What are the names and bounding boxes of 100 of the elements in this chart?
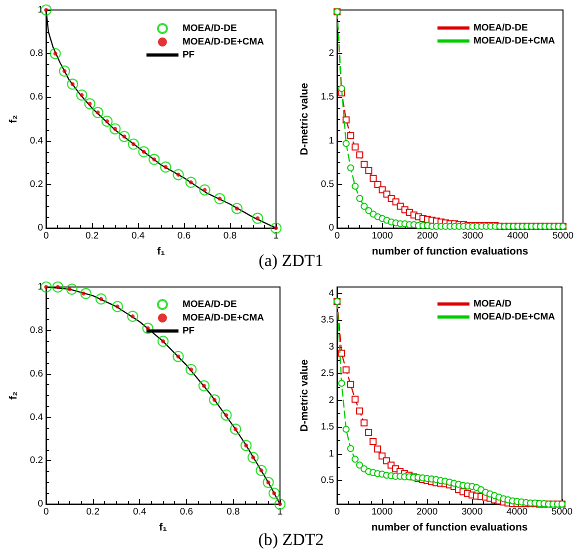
point <box>268 488 280 499</box>
point <box>66 78 78 90</box>
point <box>76 89 88 101</box>
x-tick-label: 0.2 <box>85 230 99 242</box>
point <box>365 167 372 174</box>
point <box>338 85 346 92</box>
y-tick-label: 0.6 <box>30 92 44 103</box>
point <box>186 364 197 376</box>
point <box>352 456 359 463</box>
point <box>84 98 96 110</box>
y-tick-label: 0.5 <box>320 178 334 190</box>
point <box>50 48 61 60</box>
text: (b) ZDT2 <box>258 530 324 549</box>
y-tick-label: 2 <box>328 48 334 60</box>
point <box>66 284 78 295</box>
x-tick-label: 5000 <box>552 230 574 242</box>
legend-label: PF <box>182 50 195 60</box>
point <box>142 322 154 334</box>
x-axis-title: number of function evaluations <box>371 522 528 534</box>
point <box>172 169 184 180</box>
y-tick-label: 1.5 <box>320 92 334 103</box>
legend-label: MOEA/D-DE+CMA <box>182 312 264 324</box>
point <box>360 202 368 210</box>
x-tick-label: 0.8 <box>226 506 240 518</box>
point <box>338 350 346 357</box>
y-tick-label: 3 <box>328 341 334 352</box>
point <box>127 310 138 322</box>
x-tick-label: 0.6 <box>180 506 194 518</box>
x-tick-label: 2000 <box>416 506 438 518</box>
point <box>80 288 92 300</box>
x-tick-label: 1 <box>277 506 283 518</box>
point <box>58 65 70 77</box>
x-tick-label: 1000 <box>372 230 393 242</box>
legend-label: MOEA/D-DE <box>182 23 237 34</box>
point <box>356 151 364 158</box>
point <box>347 132 354 140</box>
x-tick-label: 4000 <box>506 506 528 518</box>
point <box>342 366 350 374</box>
point <box>52 281 64 293</box>
point <box>220 409 232 421</box>
x-tick-label: 4000 <box>507 230 528 242</box>
point <box>370 174 377 182</box>
point <box>157 336 169 347</box>
point <box>112 300 124 312</box>
point <box>360 160 368 168</box>
point <box>378 452 386 460</box>
y-tick-label: 4 <box>328 288 334 299</box>
y-tick-label: 0.2 <box>30 178 44 190</box>
point <box>374 180 382 188</box>
point <box>118 130 130 142</box>
y-tick-label: 2 <box>328 394 334 406</box>
x-tick-label: 0.8 <box>223 230 237 242</box>
point <box>208 394 220 406</box>
point <box>352 182 359 190</box>
x-axis-title: f₁ <box>157 246 165 258</box>
point <box>365 428 372 436</box>
y-tick-label: 0 <box>328 222 334 234</box>
point <box>274 498 286 510</box>
point <box>370 438 377 446</box>
point <box>347 444 354 452</box>
point <box>172 350 184 362</box>
y-tick-label: 0 <box>38 498 44 510</box>
legend-label: MOEA/D-DE <box>473 22 528 34</box>
x-tick-label: 1 <box>273 230 279 242</box>
point <box>252 212 264 224</box>
y-axis-title: D-metric value <box>298 82 310 156</box>
point <box>374 446 382 453</box>
x-tick-label: 1000 <box>372 506 393 518</box>
y-tick-label: 0.8 <box>30 324 44 336</box>
x-tick-label: 0.2 <box>86 506 100 518</box>
x-axis-title: number of function evaluations <box>372 246 528 258</box>
point <box>240 440 252 452</box>
point <box>214 193 226 204</box>
point <box>148 154 160 165</box>
y-axis-title: D-metric value <box>298 359 310 432</box>
x-tick-label: 5000 <box>551 506 573 518</box>
point <box>342 426 350 433</box>
y-tick-label: 1.5 <box>320 422 334 433</box>
point <box>342 140 350 147</box>
point <box>360 419 368 426</box>
point <box>256 464 267 476</box>
y-tick-label: 0.4 <box>30 135 44 146</box>
text: (a) ZDT1 <box>258 251 324 270</box>
y-axis-title: f₂ <box>8 391 20 400</box>
point <box>262 476 274 488</box>
point <box>347 380 354 388</box>
legend-label: MOEA/D <box>473 298 512 310</box>
point <box>92 106 104 118</box>
y-tick-label: 0.6 <box>30 368 44 380</box>
point <box>160 161 172 173</box>
y-tick-label: 1 <box>328 448 334 460</box>
x-tick-label: 0.4 <box>131 230 145 242</box>
point <box>356 194 364 202</box>
x-tick-label: 2000 <box>416 230 438 242</box>
point <box>352 396 359 403</box>
point <box>347 164 354 172</box>
point <box>356 462 364 469</box>
x-tick-label: 0.4 <box>133 506 146 518</box>
legend-label: MOEA/D-DE <box>182 299 237 310</box>
legend-label: PF <box>182 326 195 336</box>
